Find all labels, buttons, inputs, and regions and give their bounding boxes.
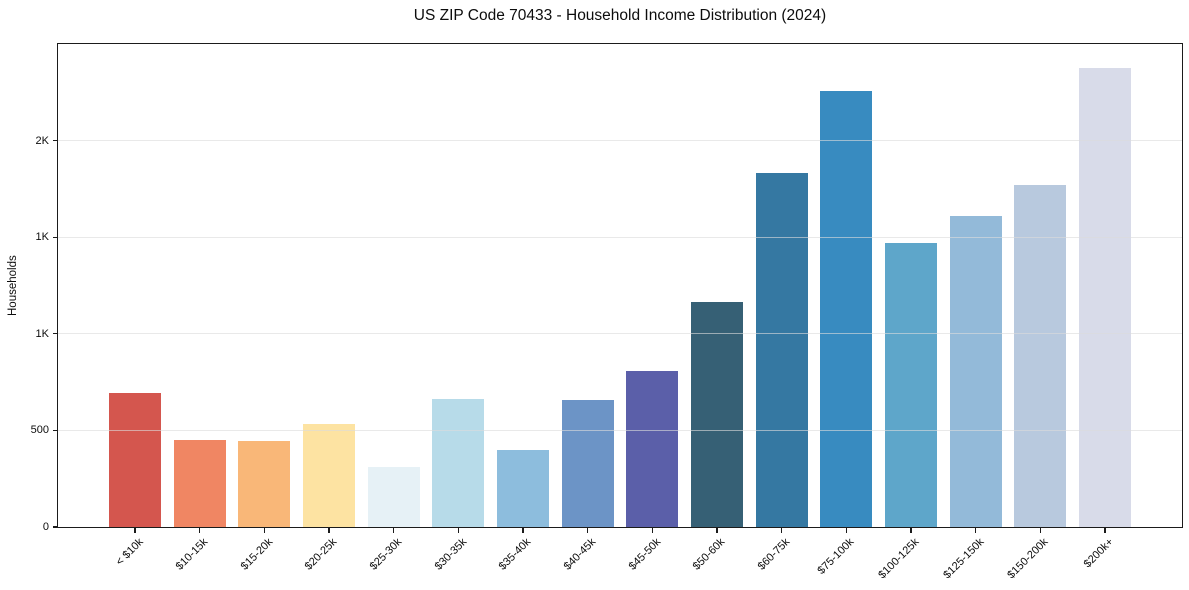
- x-tick-label-100-125k: $100-125k: [876, 536, 922, 582]
- y-tick-1000: [52, 333, 58, 335]
- x-tick-45-50k: [651, 527, 653, 533]
- bar-60-75k: [755, 173, 808, 527]
- plot-area: 0 500 1K 1K 2K < $10k $10-15k $15-20k $20-25k $2…: [31, 43, 1183, 581]
- bar-200kplus: [1079, 68, 1132, 527]
- y-tick-label-2000: 2K: [35, 134, 49, 147]
- x-tick-label-60-75k: $60-75k: [755, 536, 793, 573]
- x-tick-label-35-40k: $35-40k: [496, 536, 534, 573]
- x-tick-30-35k: [457, 527, 459, 533]
- x-tick-label-25-30k: $25-30k: [367, 536, 405, 573]
- x-tick-label-40-45k: $40-45k: [561, 536, 599, 573]
- x-tick-10-15k: [199, 527, 201, 533]
- bar-100-125k: [885, 243, 938, 527]
- x-tick-label-30-35k: $30-35k: [432, 536, 469, 573]
- x-tick-75-100k: [845, 527, 847, 533]
- x-tick-40-45k: [587, 527, 589, 533]
- x-tick-35-40k: [522, 527, 524, 533]
- gridline-1000: [58, 333, 1182, 335]
- bars-layer: [58, 44, 1182, 527]
- x-tick-200kplus: [1104, 527, 1106, 533]
- bar-30-35k: [432, 398, 485, 527]
- x-tick-100-125k: [910, 527, 912, 533]
- x-axis: < $10k $10-15k $15-20k $20-25k $25-30k $30-35…: [58, 44, 1182, 581]
- x-tick-60-75k: [781, 527, 783, 533]
- bar-125-150k: [949, 215, 1002, 527]
- x-tick-label-15-20k: $15-20k: [238, 536, 275, 573]
- chart-title: US ZIP Code 70433 - Household Income Dis…: [413, 7, 827, 24]
- y-tick-2000: [52, 140, 58, 142]
- x-tick-label-45-50k: $45-50k: [626, 536, 663, 573]
- x-tick-label-150-200k: $150-200k: [1005, 536, 1051, 582]
- x-tick-25-30k: [393, 527, 395, 533]
- x-tick-20-25k: [328, 527, 330, 533]
- bar-35-40k: [496, 449, 549, 527]
- x-tick-125-150k: [975, 527, 977, 533]
- y-tick-label-1500: 1K: [35, 231, 49, 244]
- x-tick-label-lt-10k: < $10k: [113, 536, 146, 569]
- x-tick-label-50-60k: $50-60k: [690, 536, 728, 573]
- bar-40-45k: [561, 400, 614, 527]
- y-axis-label: Households: [7, 255, 19, 316]
- bar-20-25k: [302, 423, 355, 527]
- bar-25-30k: [367, 467, 420, 527]
- x-tick-label-75-100k: $75-100k: [815, 536, 857, 577]
- x-tick-label-200kplus: $200k+: [1081, 536, 1116, 571]
- bar-15-20k: [238, 441, 291, 527]
- bar-50-60k: [691, 301, 743, 527]
- y-axis: 0 500 1K 1K 2K: [31, 44, 1182, 533]
- bar-lt-10k: [108, 392, 161, 527]
- x-tick-label-125-150k: $125-150k: [940, 536, 987, 582]
- y-tick-500: [52, 429, 58, 431]
- gridlines-layer: [58, 44, 1182, 527]
- y-tick-1500: [52, 236, 58, 238]
- gridline-2000: [58, 140, 1182, 142]
- gridline-1500: [58, 236, 1182, 238]
- bar-75-100k: [820, 91, 873, 527]
- x-tick-15-20k: [263, 527, 265, 533]
- bar-150-200k: [1014, 185, 1067, 527]
- x-tick-label-20-25k: $20-25k: [302, 536, 340, 573]
- bar-45-50k: [626, 370, 679, 527]
- x-tick-150-200k: [1039, 527, 1041, 533]
- bar-10-15k: [173, 440, 226, 527]
- y-tick-label-1000: 1K: [35, 327, 49, 340]
- y-tick-0: [52, 526, 58, 528]
- gridline-500: [58, 429, 1182, 431]
- x-tick-50-60k: [716, 527, 718, 533]
- x-tick-label-10-15k: $10-15k: [173, 536, 211, 573]
- y-tick-label-500: 500: [30, 424, 49, 437]
- x-tick-lt-10k: [134, 527, 136, 533]
- y-tick-label-0: 0: [42, 521, 49, 533]
